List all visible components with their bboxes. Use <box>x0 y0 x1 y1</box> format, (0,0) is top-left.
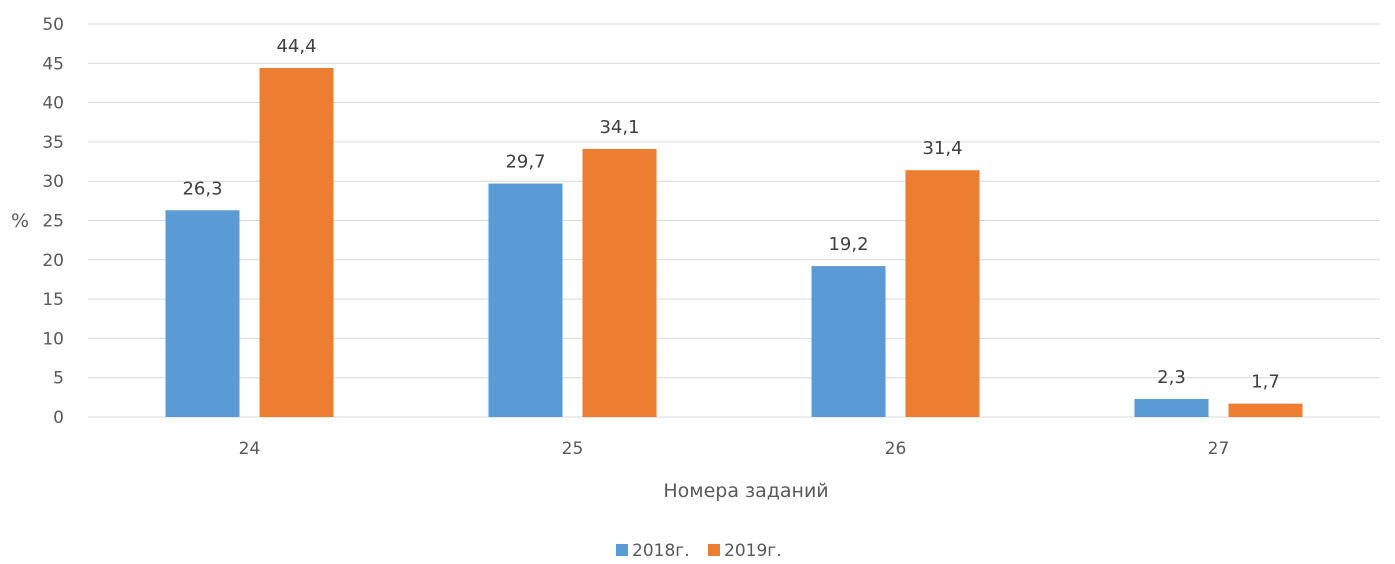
data-label: 44,4 <box>276 36 316 57</box>
bar-2018г.-24 <box>165 210 240 417</box>
x-tick-label: 24 <box>239 439 261 459</box>
x-tick-label: 25 <box>562 439 584 459</box>
bar-2019г.-25 <box>582 148 657 417</box>
y-tick-label: 45 <box>42 54 64 74</box>
x-axis-title: Номера заданий <box>663 480 828 502</box>
x-axis-ticks: 24 25 26 27 <box>239 439 1230 459</box>
data-label: 1,7 <box>1251 372 1280 393</box>
legend-swatch <box>616 544 628 556</box>
y-axis-ticks: 0 5 10 15 20 25 30 35 40 45 50 <box>42 15 64 428</box>
bar-2019г.-26 <box>905 170 980 417</box>
bars <box>165 68 1303 418</box>
data-label: 19,2 <box>828 234 868 255</box>
y-tick-label: 0 <box>53 408 64 428</box>
bar-2018г.-26 <box>811 266 886 417</box>
x-tick-label: 26 <box>885 439 907 459</box>
bar-2019г.-24 <box>259 68 334 418</box>
y-tick-label: 30 <box>42 172 64 192</box>
bar-2018г.-27 <box>1134 398 1209 417</box>
y-tick-label: 15 <box>42 290 64 310</box>
data-label: 2,3 <box>1157 367 1186 388</box>
data-label: 26,3 <box>182 178 222 199</box>
y-tick-label: 35 <box>42 133 64 153</box>
y-axis-title: % <box>11 210 29 232</box>
bar-2018г.-25 <box>488 183 563 417</box>
legend-label: 2019г. <box>724 541 782 561</box>
data-labels: 26,3 44,4 29,7 34,1 19,2 31,4 2,3 1,7 <box>182 36 1279 393</box>
data-label: 29,7 <box>505 152 545 173</box>
bar-2019г.-27 <box>1228 403 1303 417</box>
data-label: 31,4 <box>922 138 962 159</box>
legend-label: 2018г. <box>632 541 690 561</box>
y-tick-label: 40 <box>42 94 64 114</box>
legend: 2018г. 2019г. <box>616 541 782 561</box>
legend-swatch <box>708 544 720 556</box>
x-tick-label: 27 <box>1208 439 1230 459</box>
y-tick-label: 10 <box>42 329 64 349</box>
data-label: 34,1 <box>599 117 639 138</box>
y-tick-label: 20 <box>42 251 64 271</box>
y-tick-label: 50 <box>42 15 64 35</box>
y-tick-label: 5 <box>53 369 64 389</box>
y-tick-label: 25 <box>42 212 64 232</box>
